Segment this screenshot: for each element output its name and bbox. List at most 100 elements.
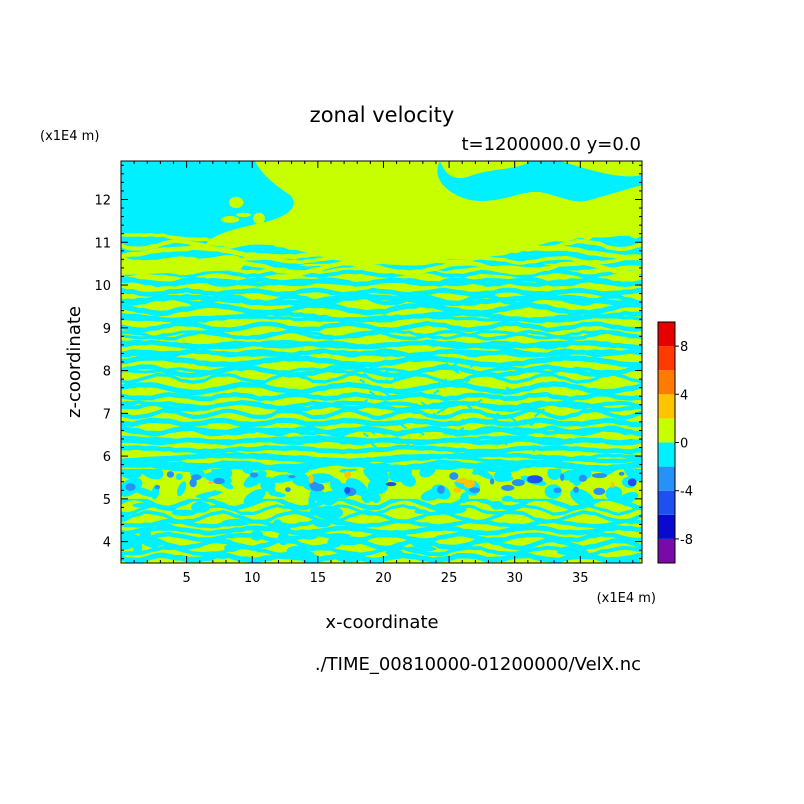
banded-stripe	[121, 366, 642, 375]
banded-texture	[429, 419, 436, 426]
banded-stripe	[121, 391, 642, 402]
turbulent-spot	[593, 487, 606, 496]
banded-texture	[360, 436, 367, 443]
x-tick-label: 30	[506, 571, 523, 586]
banded-stripe	[121, 320, 642, 333]
turbulent-spot	[511, 479, 525, 487]
y-axis-label: z-coordinate	[64, 306, 85, 418]
turbulent-patch	[570, 488, 595, 508]
x-tick-label: 5	[182, 571, 190, 586]
banded-stripe	[121, 381, 642, 396]
banded-stripe	[121, 459, 642, 473]
turbulent-patch	[243, 470, 267, 488]
turbulent-patch	[177, 481, 187, 497]
turbulent-spot	[449, 472, 459, 480]
colorbar-swatch	[658, 394, 675, 419]
upper-patch	[567, 230, 593, 235]
turbulent-spot	[489, 478, 495, 485]
banded-texture	[464, 378, 471, 384]
banded-texture	[529, 446, 536, 452]
turbulent-patch	[308, 491, 317, 506]
colorbar-swatch	[658, 466, 675, 491]
upper-patch	[320, 209, 338, 219]
banded-texture	[383, 369, 390, 375]
upper-patch	[330, 221, 346, 232]
y-tick-label: 12	[94, 193, 111, 208]
turbulent-spot	[207, 480, 215, 485]
banded-texture	[361, 365, 368, 371]
lower-patch	[143, 539, 163, 548]
banded-texture	[362, 432, 369, 438]
banded-texture	[433, 389, 440, 395]
banded-stripe	[121, 269, 642, 279]
banded-texture	[366, 424, 373, 430]
upper-patch	[221, 216, 240, 223]
lower-patch	[133, 541, 143, 556]
lower-patch	[191, 501, 211, 513]
banded-texture	[526, 360, 533, 366]
upper-patch	[377, 223, 385, 231]
upper-stripe	[121, 260, 642, 276]
turbulent-spot	[526, 475, 543, 484]
colorbar-swatch	[658, 538, 675, 563]
turbulent-patch	[326, 493, 334, 501]
banded-texture	[529, 421, 536, 427]
turbulent-patch	[472, 467, 494, 480]
lower-patch	[250, 529, 264, 541]
banded-stripe	[121, 399, 642, 413]
turbulent-spot	[456, 477, 468, 484]
y-tick-label: 6	[103, 450, 111, 465]
lower-patch	[222, 518, 250, 527]
lower-patch	[432, 502, 457, 513]
upper-stripe	[121, 232, 642, 242]
lower-stripe	[121, 504, 642, 516]
turbulent-spot	[213, 477, 225, 485]
banded-texture	[411, 402, 418, 409]
turbulent-patch	[175, 473, 183, 481]
turbulent-spot	[344, 486, 351, 494]
turbulent-spot	[310, 484, 325, 492]
banded-texture	[530, 428, 537, 434]
y-tick-label: 10	[94, 279, 111, 294]
x-unit-label: (x1E4 m)	[597, 591, 656, 606]
turbulent-patch	[330, 477, 343, 494]
banded-texture	[438, 404, 445, 410]
turbulent-spot	[618, 471, 625, 476]
turbulent-patch	[307, 473, 335, 484]
lower-patch	[224, 543, 240, 553]
banded-texture	[510, 416, 517, 422]
banded-texture	[412, 409, 419, 415]
banded-texture	[491, 416, 498, 422]
turbulent-patch	[618, 492, 639, 504]
x-tick-label: 35	[572, 571, 589, 586]
banded-texture	[434, 381, 441, 387]
lower-patch	[336, 536, 364, 546]
banded-stripe	[121, 348, 642, 358]
colorbar-swatch	[658, 514, 675, 539]
turbulent-spot	[249, 472, 259, 478]
banded-texture	[436, 409, 443, 415]
turbulent-patch	[500, 476, 514, 482]
lower-patch	[299, 529, 319, 540]
turbulent-spot	[627, 478, 637, 487]
turbulent-patch	[460, 492, 469, 504]
banded-texture	[393, 376, 400, 383]
turbulent-spot	[288, 475, 296, 479]
upper-stripe	[121, 255, 642, 265]
lower-patch	[614, 556, 641, 563]
turbulent-spot	[166, 471, 175, 478]
banded-texture	[442, 362, 449, 368]
lower-patch	[414, 509, 429, 514]
turbulent-spot	[437, 485, 445, 494]
banded-texture	[361, 383, 368, 389]
banded-texture	[511, 436, 518, 442]
banded-stripe	[121, 417, 642, 428]
y-tick-label: 5	[103, 493, 111, 508]
banded-stripe	[121, 293, 642, 307]
turbulent-spot	[385, 482, 397, 487]
upper-stripe	[121, 245, 642, 260]
banded-texture	[531, 407, 538, 413]
upper-patch	[575, 214, 588, 224]
banded-texture	[362, 399, 369, 405]
lower-patch	[277, 531, 290, 546]
